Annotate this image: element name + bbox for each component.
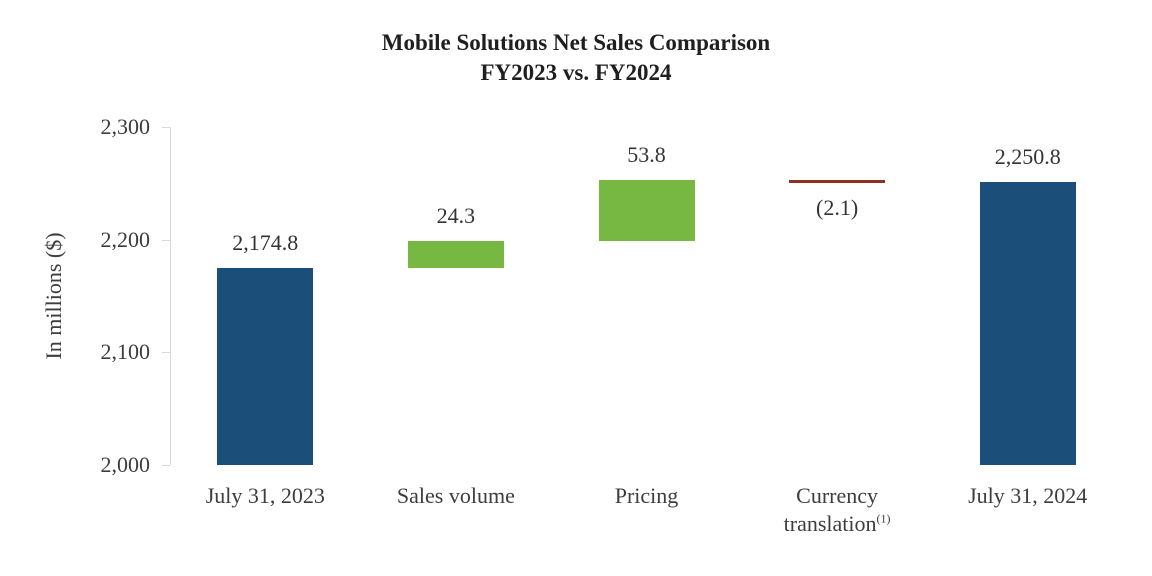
category-label-pricing: Pricing [546,482,747,510]
y-tick-label: 2,100 [100,339,151,365]
footnote-marker: (1) [876,511,891,526]
value-label-july-31-2023: 2,174.8 [232,230,299,256]
category-line: translation(1) [783,511,891,536]
bar-july-31-2023 [217,268,314,465]
category-line: Sales volume [396,483,515,508]
value-label-pricing: 53.8 [627,142,666,168]
category-line: Currency [796,483,879,508]
category-line: Pricing [614,483,679,508]
value-label-currency-translation: (2.1) [816,194,859,220]
value-label-sales-volume: 24.3 [436,202,476,228]
y-tick-mark [162,239,170,241]
value-label-july-31-2024: 2,250.8 [994,144,1061,170]
category-label-sales-volume: Sales volume [356,482,557,510]
y-axis-line [170,127,171,465]
y-tick-mark [162,127,170,128]
y-tick-mark [162,465,170,466]
bar-july-31-2024 [979,182,1076,465]
chart-title-line1: Mobile Solutions Net Sales Comparison [381,30,771,55]
bar-currency-translation [789,180,886,183]
y-tick-mark [162,352,170,354]
bar-pricing [598,180,695,241]
y-tick-label: 2,300 [100,114,151,139]
chart-title-line2: FY2023 vs. FY2024 [480,60,672,85]
category-label-currency-translation: Currency translation(1) [737,482,938,538]
y-tick-label: 2,200 [100,226,151,252]
y-tick-label: 2,000 [100,452,151,477]
category-line: July 31, 2024 [968,483,1088,508]
category-label-july-31-2024: July 31, 2024 [927,482,1128,510]
category-label-july-31-2023: July 31, 2023 [165,482,366,510]
category-line: July 31, 2023 [205,483,325,508]
bar-sales-volume [407,240,504,269]
chart-title: Mobile Solutions Net Sales Comparison FY… [0,28,1152,88]
